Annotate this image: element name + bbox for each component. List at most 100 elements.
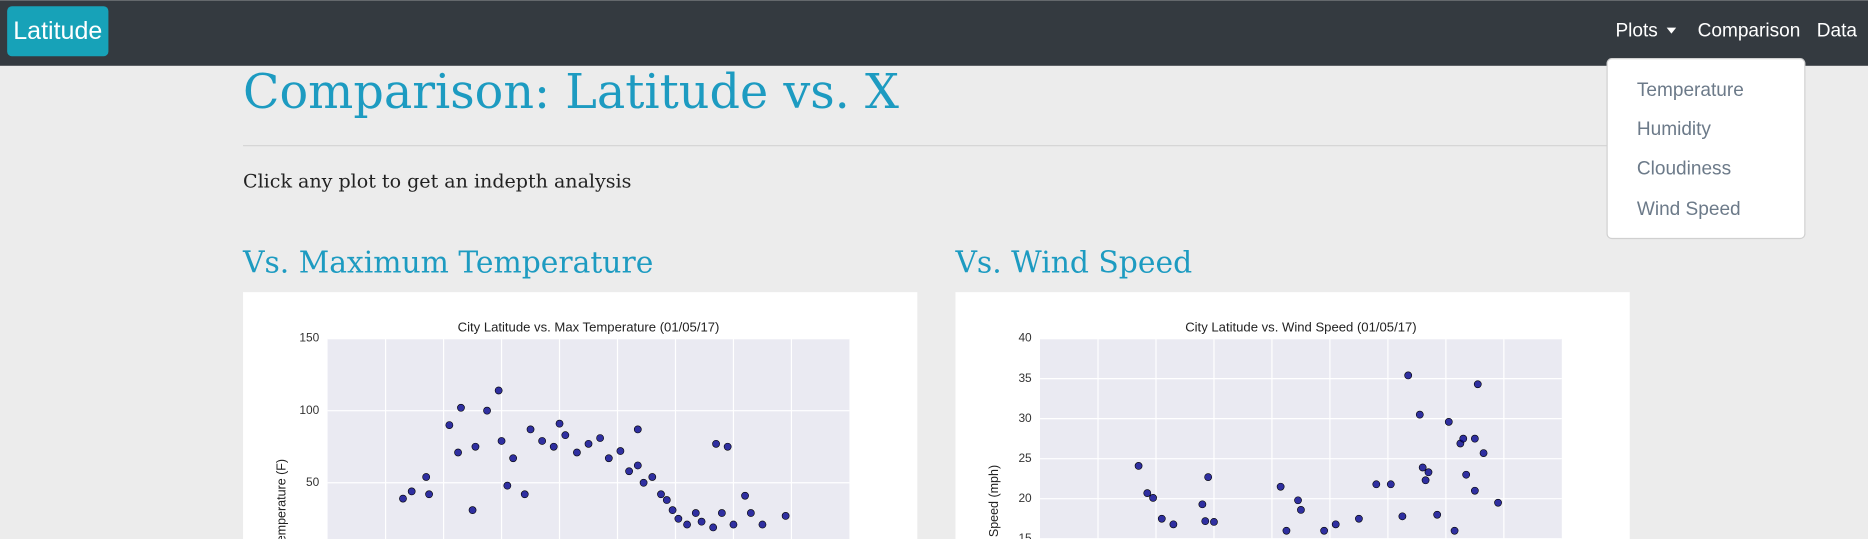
nav-item[interactable]: Data: [1817, 20, 1858, 41]
scatter-point: [1198, 500, 1207, 509]
scatter-point: [1444, 417, 1453, 426]
scatter-point: [1204, 473, 1213, 481]
subtitle: Click any plot to get an indepth analysi…: [243, 171, 631, 193]
chart-title: City Latitude vs. Max Temperature (01/05…: [458, 319, 720, 334]
brand-button[interactable]: [7, 6, 109, 57]
scatter-point: [1320, 526, 1328, 535]
scatter-point: [616, 447, 625, 455]
scatter-point: [625, 467, 633, 476]
scatter-point: [1404, 371, 1413, 380]
scatter-point: [573, 448, 581, 457]
section-title: Vs. Wind Speed: [954, 246, 1192, 281]
scatter-point: [1210, 518, 1218, 526]
scatter-point: [555, 419, 564, 428]
scatter-point: [691, 509, 700, 517]
scatter-point: [422, 473, 431, 481]
scatter-point: [399, 494, 407, 503]
scatter-point: [1421, 476, 1430, 485]
scatter-point: [1450, 526, 1459, 535]
nav-item[interactable]: Plots: [1615, 20, 1657, 41]
scatter-point: [497, 437, 506, 445]
scatter-point: [729, 520, 738, 529]
scatter-point: [1459, 434, 1468, 443]
scatter-point: [633, 425, 642, 434]
scatter-point: [712, 439, 720, 448]
scatter-point: [471, 442, 480, 451]
scatter-point: [425, 490, 433, 499]
scatter-point: [494, 386, 503, 395]
scatter-point: [746, 509, 755, 517]
scatter-point: [509, 454, 518, 463]
scatter-point: [1418, 463, 1427, 472]
scatter-point: [639, 478, 648, 487]
scatter-point: [1157, 514, 1166, 523]
y-tick-label: 20: [1018, 491, 1032, 505]
y-tick-label: 40: [1018, 331, 1032, 345]
y-tick-label: 25: [1018, 451, 1032, 465]
scatter-point: [1470, 486, 1479, 495]
scatter-point: [483, 406, 491, 415]
scatter-point: [648, 473, 657, 481]
y-tick-label: 50: [306, 475, 320, 489]
caret: [1666, 27, 1677, 34]
section-title: Vs. Maximum Temperature: [242, 246, 653, 281]
dropdown-item[interactable]: Humidity: [1637, 119, 1712, 140]
plot-area: [327, 338, 850, 539]
scatter-point: [1134, 462, 1143, 470]
dropdown-menu: Temperature Humidity Cloudiness Wind Spe…: [1606, 58, 1806, 240]
page-title: Comparison: Latitude vs. X: [243, 65, 899, 120]
scatter-point: [668, 506, 677, 515]
scatter-point: [781, 512, 790, 520]
scatter-point: [561, 431, 570, 440]
scatter-point: [709, 523, 718, 532]
scatter-point: [1433, 510, 1442, 519]
scatter-point: [604, 454, 613, 463]
scatter-point: [1398, 512, 1407, 521]
scatter-point: [1386, 480, 1395, 489]
nav-item[interactable]: Comparison: [1698, 20, 1801, 41]
scatter-point: [633, 461, 642, 470]
brand[interactable]: Latitude: [13, 17, 102, 45]
scatter-point: [407, 487, 416, 496]
scatter-point: [549, 442, 558, 451]
y-tick-label: 35: [1018, 371, 1032, 385]
y-tick-label: 15: [1018, 531, 1032, 539]
scatter-point: [1470, 434, 1479, 443]
scatter-point: [662, 496, 671, 504]
scatter-point: [526, 425, 535, 434]
y-tick-label: 100: [299, 403, 319, 417]
scatter-point: [1276, 482, 1285, 491]
scatter-point: [674, 514, 683, 523]
scatter-point: [1149, 494, 1157, 502]
scatter-point: [468, 506, 477, 515]
scatter-point: [1282, 526, 1291, 535]
y-axis-label: Wind Speed (mph): [987, 465, 1001, 539]
scatter-point: [1494, 498, 1502, 507]
scatter-point: [445, 421, 454, 429]
scatter-point: [1424, 468, 1433, 477]
dropdown-item[interactable]: Wind Speed: [1637, 199, 1741, 220]
dropdown-item[interactable]: Cloudiness: [1637, 158, 1731, 179]
scatter-point: [457, 403, 465, 412]
navbar: [0, 0, 1868, 66]
scatter-point: [538, 437, 547, 445]
scatter-point: [1143, 489, 1152, 497]
charts: City Latitude vs. Max Temperature (01/05…: [243, 292, 1630, 539]
scatter-point: [503, 481, 512, 490]
scatter-point: [520, 490, 529, 499]
scatter-point: [1297, 506, 1305, 514]
chart: City Latitude vs. Max Temperature (01/05…: [243, 292, 918, 539]
scatter-point: [1355, 514, 1363, 523]
y-tick-label: 30: [1018, 411, 1032, 425]
scatter-point: [1415, 410, 1424, 419]
dropdown-panel: [1606, 58, 1806, 240]
scatter-point: [1294, 496, 1302, 505]
dropdown-item[interactable]: Temperature: [1637, 80, 1744, 101]
scatter-point: [1479, 449, 1488, 457]
scatter-point: [1473, 380, 1482, 389]
y-tick-label: 150: [299, 331, 319, 345]
scatter-point: [1169, 520, 1178, 529]
scatter-point: [657, 490, 665, 499]
y-axis-label: Max Temperature (F): [275, 459, 289, 539]
